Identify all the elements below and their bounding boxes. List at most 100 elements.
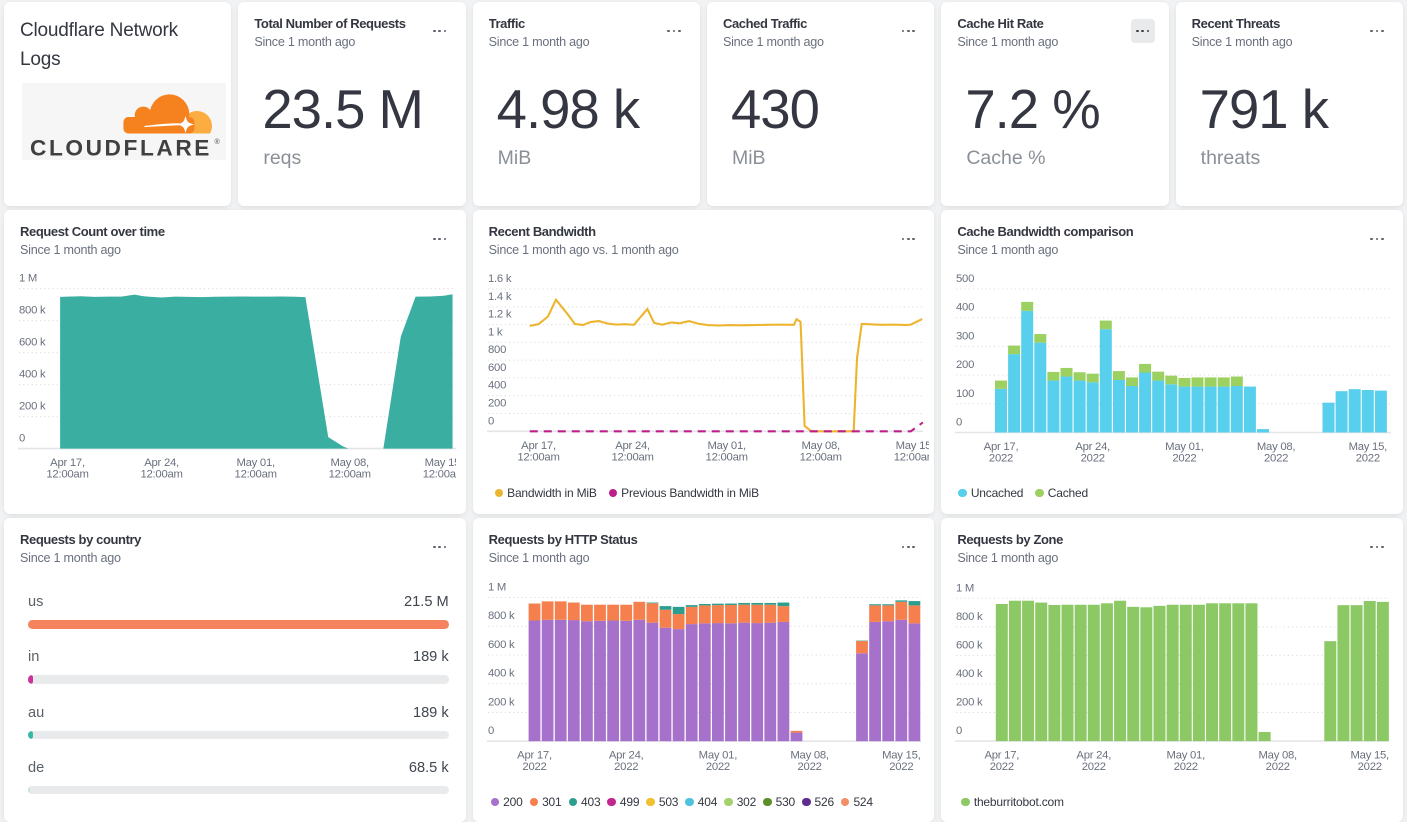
legend-item[interactable]: 524 [841,795,873,809]
panel-menu-button[interactable] [1365,535,1389,559]
legend-label: 200 [503,795,522,809]
panel-metric-cached-traffic[interactable]: Cached Traffic Since 1 month ago 430 MiB [707,2,934,206]
bar-segment [581,621,593,741]
bar-segment [1074,372,1086,380]
legend-item[interactable]: Bandwidth in MiB [495,486,597,500]
panel-metric-traffic[interactable]: Traffic Since 1 month ago 4.98 k MiB [473,2,700,206]
x-tick-label: 2022 [1081,453,1105,465]
x-tick-label: May 01, [707,440,746,452]
panel-title: Request Count over time [20,223,452,242]
panel-requests-by-country[interactable]: Requests by country Since 1 month ago us… [4,518,466,822]
bar-segment [725,604,737,605]
panel-menu-button[interactable] [896,535,920,559]
panel-subtitle: Since 1 month ago [957,34,1154,52]
bar-segment [1336,391,1348,432]
bar-segment [751,603,763,605]
country-row: us 21.5 M [28,594,449,610]
legend-dot [685,798,694,807]
bar-segment [1087,382,1099,432]
legend-dot [491,798,500,807]
panel-menu-button[interactable] [1365,19,1389,43]
bar-segment [856,641,868,653]
legend-item[interactable]: 526 [802,795,834,809]
panel-metric-total-requests[interactable]: Total Number of Requests Since 1 month a… [238,2,465,206]
metric-unit: threats [1201,147,1261,170]
x-tick-label: May 08, [801,440,840,452]
x-tick-label: 2022 [1356,453,1380,465]
legend-item[interactable]: 403 [569,795,601,809]
legend-label: 526 [815,795,834,809]
bar-segment [856,653,868,741]
legend-dot [1035,489,1044,498]
legend-item[interactable]: 301 [530,795,562,809]
legend-item[interactable]: theburritobot.com [961,795,1063,809]
bar-segment [672,607,684,614]
panel-subtitle: Since 1 month ago [1192,34,1389,52]
x-tick-label: 2022 [1358,761,1382,773]
legend-item[interactable]: 200 [491,795,523,809]
legend-label: 302 [737,795,756,809]
legend-item[interactable]: 530 [763,795,795,809]
x-tick-label: 12:00am [235,469,277,481]
bar-segment [1323,403,1335,433]
bar-segment [1154,606,1166,741]
panel-metric-recent-threats[interactable]: Recent Threats Since 1 month ago 791 k t… [1176,2,1403,206]
panel-markdown[interactable]: Cloudflare Network Logs CLOUDFLARE® [4,2,231,206]
bar-segment [1338,605,1350,741]
panel-title: Cached Traffic [723,15,920,34]
y-tick-label: 1.6 k [488,273,512,285]
panel-title: Cache Bandwidth comparison [957,223,1389,242]
country-bar-fill [28,620,449,629]
panel-menu-button[interactable] [1131,19,1155,43]
bar-segment [541,620,553,741]
legend-label: 301 [542,795,561,809]
panel-metric-cache-hit-rate[interactable]: Cache Hit Rate Since 1 month ago 7.2 % C… [941,2,1168,206]
x-tick-label: Apr 17, [521,440,556,452]
bar-segment [869,622,881,741]
x-tick-label: May 01, [1167,750,1206,762]
country-label: us [28,594,43,610]
legend-item[interactable]: Cached [1035,486,1088,500]
y-tick-label: 600 [488,362,506,374]
legend-dot [569,798,578,807]
x-tick-label: 12:00am [893,451,928,463]
legend-item[interactable]: 503 [646,795,678,809]
bar-segment [1113,371,1125,380]
panel-title: Cache Hit Rate [957,15,1154,34]
legend-item[interactable]: 404 [685,795,717,809]
bar-segment [1220,603,1232,741]
x-tick-label: May 15, [882,750,921,762]
x-tick-label: 2022 [522,761,546,773]
bar-segment [568,603,580,621]
panel-menu-button[interactable] [1365,227,1389,251]
panel-header: Request Count over time Since 1 month ag… [20,223,452,259]
legend-item[interactable]: Previous Bandwidth in MiB [609,486,759,500]
panel-menu-button[interactable] [662,19,686,43]
panel-menu-button[interactable] [896,19,920,43]
x-tick-label: May 08, [331,457,370,469]
metric-value: 7.2 % [965,83,1099,138]
legend-dot [495,489,504,498]
legend-item[interactable]: 302 [724,795,756,809]
bar-segment [725,605,737,623]
panel-menu-button[interactable] [428,227,452,251]
panel-menu-button[interactable] [896,227,920,251]
bar-segment [1075,605,1087,741]
bar-segment [699,604,711,605]
x-tick-label: Apr 24, [144,457,179,469]
legend-item[interactable]: 499 [607,795,639,809]
panel-menu-button[interactable] [428,19,452,43]
bar-segment [659,610,671,628]
panel-subtitle: Since 1 month ago [20,242,452,260]
legend-item[interactable]: Uncached [958,486,1023,500]
line-series [529,300,921,432]
bar-segment [1205,387,1217,433]
bar-segment [1061,377,1073,433]
x-tick-label: Apr 24, [1076,441,1111,453]
country-bar-fill [28,731,33,740]
